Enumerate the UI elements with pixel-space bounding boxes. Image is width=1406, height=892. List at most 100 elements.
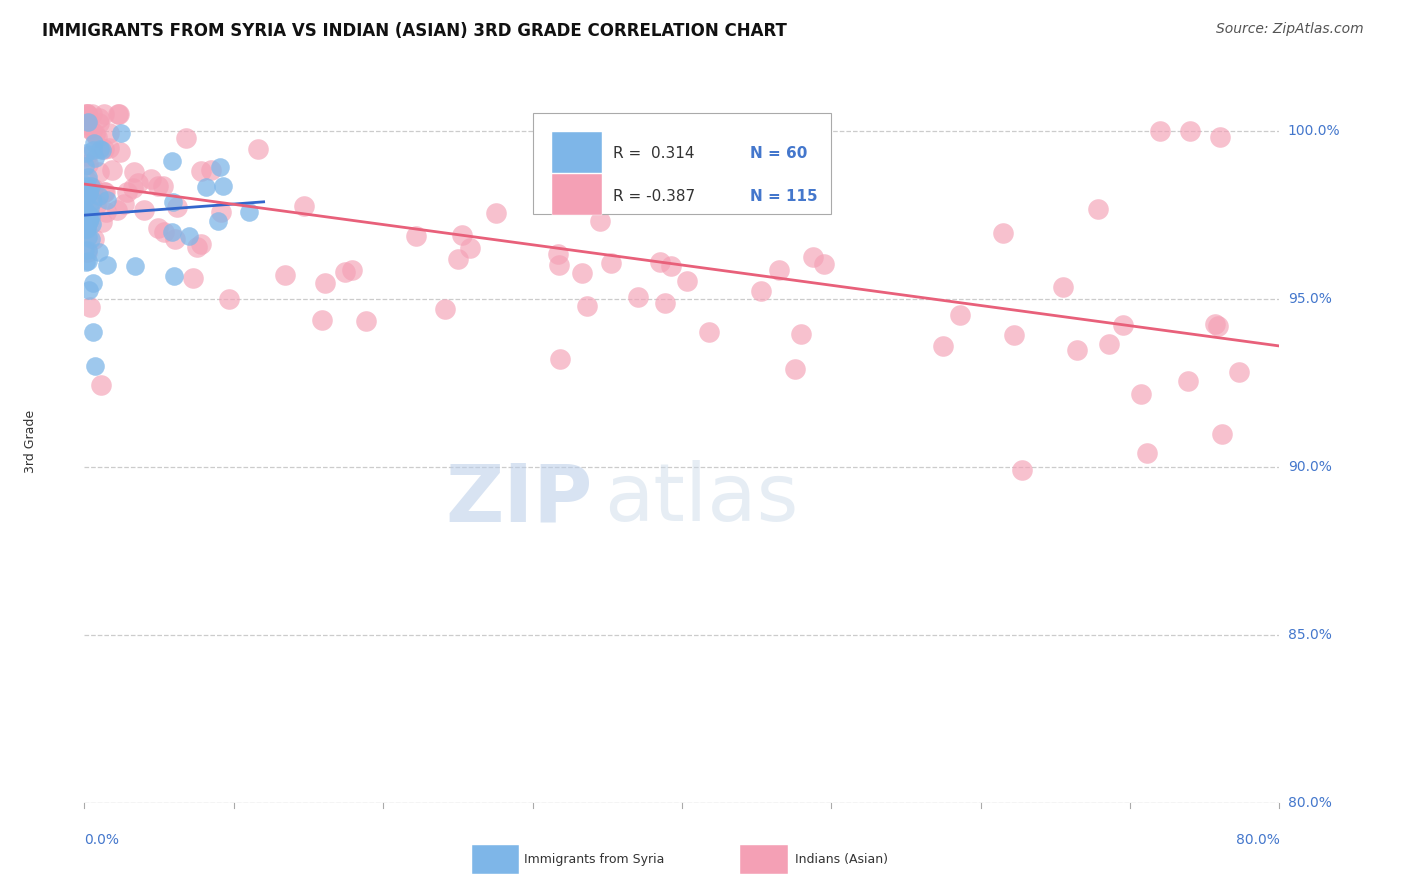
Point (162, 195, 184, 210)
Point (218, 292, 240, 306)
Point (76, 109, 98, 123)
Text: R = -0.387: R = -0.387 (613, 189, 695, 203)
Point (813, 258, 835, 272)
Point (575, 299, 598, 313)
Point (77, 186, 100, 200)
Point (87, 165, 110, 179)
Point (458, 241, 481, 255)
Point (160, 226, 183, 240)
Point (139, 172, 162, 186)
Point (1209, 130, 1232, 145)
Point (83, 359, 105, 373)
Point (76, 107, 98, 121)
Point (195, 180, 218, 194)
Point (1227, 365, 1250, 379)
Point (79, 184, 101, 198)
Point (1098, 336, 1121, 351)
Point (76, 211, 98, 226)
Point (190, 163, 212, 178)
Point (1211, 427, 1233, 442)
Text: 95.0%: 95.0% (1288, 292, 1331, 306)
Point (212, 179, 235, 194)
Point (80, 217, 103, 231)
Point (609, 174, 631, 188)
Point (77, 244, 100, 258)
Point (148, 221, 170, 235)
Point (1129, 387, 1152, 401)
Point (93, 107, 115, 121)
Text: IMMIGRANTS FROM SYRIA VS INDIAN (ASIAN) 3RD GRADE CORRELATION CHART: IMMIGRANTS FROM SYRIA VS INDIAN (ASIAN) … (42, 22, 787, 40)
Point (110, 126, 132, 140)
Point (124, 165, 146, 179)
Point (89, 111, 111, 125)
Text: 90.0%: 90.0% (1288, 459, 1331, 474)
Point (82, 194, 104, 209)
Point (166, 200, 188, 214)
Point (75, 190, 97, 204)
Point (124, 259, 146, 273)
Point (76, 219, 98, 233)
Point (75, 179, 97, 194)
Point (1087, 202, 1109, 216)
Point (80, 193, 103, 207)
Point (1149, 124, 1171, 138)
Point (80, 209, 103, 223)
Point (1177, 374, 1199, 388)
Point (93, 185, 115, 199)
Point (1002, 327, 1025, 342)
Point (238, 204, 260, 219)
Point (107, 107, 129, 121)
Point (148, 178, 170, 193)
Text: 80.0%: 80.0% (1236, 833, 1279, 847)
Point (803, 250, 825, 264)
Point (76, 107, 98, 121)
Point (949, 308, 972, 322)
Point (627, 290, 650, 304)
Point (75, 159, 97, 173)
Point (207, 214, 229, 228)
Point (107, 107, 129, 121)
Point (96, 258, 118, 272)
Point (571, 266, 593, 280)
Point (79, 300, 101, 314)
Point (354, 313, 377, 327)
FancyBboxPatch shape (533, 112, 831, 214)
Point (785, 361, 807, 376)
Point (181, 271, 204, 285)
Point (83, 136, 105, 150)
Point (80, 182, 103, 196)
Point (93, 142, 115, 156)
Point (76, 214, 98, 228)
Point (115, 185, 138, 199)
Point (108, 145, 131, 159)
Point (82, 181, 104, 195)
Point (76, 245, 98, 260)
FancyBboxPatch shape (551, 174, 602, 215)
Point (991, 226, 1014, 240)
Point (75, 178, 97, 192)
Point (274, 268, 297, 282)
Point (163, 232, 186, 246)
Point (77, 253, 100, 268)
Point (163, 269, 186, 284)
Point (589, 214, 612, 228)
Point (97, 126, 120, 140)
Text: 85.0%: 85.0% (1288, 628, 1331, 641)
Text: Indians (Asian): Indians (Asian) (796, 853, 889, 865)
Point (208, 161, 231, 175)
Point (548, 258, 571, 272)
Text: N = 60: N = 60 (749, 146, 807, 161)
Point (1052, 280, 1074, 294)
Point (127, 176, 149, 190)
Point (77, 214, 100, 228)
Text: atlas: atlas (605, 460, 799, 539)
Point (89, 142, 111, 156)
Point (94, 185, 117, 199)
Point (1136, 446, 1159, 460)
Point (76, 118, 98, 132)
Point (82, 124, 104, 138)
Point (112, 197, 135, 211)
Point (292, 199, 315, 213)
Point (1112, 318, 1135, 333)
Point (153, 225, 176, 239)
